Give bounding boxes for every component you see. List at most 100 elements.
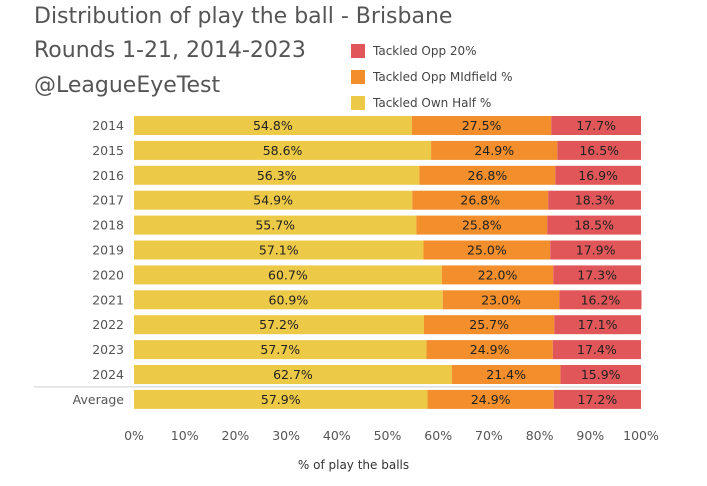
data-label: 60.9% <box>269 292 309 307</box>
bar-segment <box>134 140 432 160</box>
category-label: 2016 <box>92 168 124 183</box>
x-tick-label: 40% <box>323 428 351 443</box>
data-label: 18.5% <box>574 218 614 233</box>
bar-segment <box>134 190 413 210</box>
bar-segment <box>547 215 641 235</box>
bar-segment <box>550 240 641 260</box>
bar-segment <box>419 165 556 185</box>
x-tick-label: 0% <box>124 428 144 443</box>
category-label: 2014 <box>92 118 124 133</box>
data-label: 17.3% <box>577 267 617 282</box>
data-label: 57.2% <box>259 317 299 332</box>
data-label: 22.0% <box>478 267 518 282</box>
bar-segment <box>134 365 452 384</box>
x-tick-label: 90% <box>576 428 604 443</box>
chart-title: Distribution of play the ball - Brisbane <box>34 4 453 29</box>
data-label: 23.0% <box>481 292 521 307</box>
bar-segment <box>431 140 558 160</box>
data-label: 17.7% <box>576 118 616 133</box>
bar-segment <box>427 389 554 409</box>
bar-segment <box>559 290 642 310</box>
legend-item-tackled-opp-20[interactable]: Tackled Opp 20% <box>351 38 513 64</box>
data-label: 24.9% <box>471 392 511 407</box>
data-label: 17.9% <box>576 243 616 258</box>
category-label: 2024 <box>92 367 124 382</box>
data-label: 25.0% <box>467 243 507 258</box>
bar-segment <box>442 290 560 310</box>
data-label: 24.9% <box>474 143 514 158</box>
chart-author: @LeagueEyeTest <box>34 73 221 98</box>
legend-label: Tackled Opp 20% <box>373 44 477 58</box>
x-tick-label: 20% <box>222 428 250 443</box>
data-label: 60.7% <box>268 267 308 282</box>
bar-segment <box>416 215 548 235</box>
category-label: 2017 <box>92 193 124 208</box>
data-label: 17.4% <box>577 342 617 357</box>
data-label: 26.8% <box>460 193 500 208</box>
bar-segment <box>423 240 551 260</box>
data-label: 56.3% <box>257 168 297 183</box>
data-label: 54.9% <box>253 193 293 208</box>
data-label: 54.8% <box>253 118 293 133</box>
bar-segment <box>554 315 641 335</box>
data-label: 17.1% <box>578 317 618 332</box>
bar-segment <box>451 365 561 384</box>
data-label: 17.2% <box>578 392 618 407</box>
legend-label: Tackled Own Half % <box>373 96 492 110</box>
legend-item-tackled-opp-midfield[interactable]: Tackled Opp MIdfield % <box>351 64 513 90</box>
data-label: 57.1% <box>259 243 299 258</box>
bar-segment <box>411 116 552 135</box>
data-label: 25.8% <box>462 218 502 233</box>
x-tick-label: 30% <box>272 428 300 443</box>
bar-segment <box>134 389 428 409</box>
data-label: 15.9% <box>581 367 621 382</box>
bar-segment <box>134 116 412 135</box>
bar-segment <box>548 190 641 210</box>
bar-segment <box>426 340 553 360</box>
bar-segment <box>551 116 641 135</box>
category-label: 2020 <box>92 267 124 282</box>
x-tick-label: 60% <box>424 428 452 443</box>
data-label: 62.7% <box>273 367 313 382</box>
category-label: 2018 <box>92 218 124 233</box>
legend-label: Tackled Opp MIdfield % <box>373 70 513 84</box>
bar-segment <box>560 365 641 384</box>
bar-segment <box>134 340 427 360</box>
category-label: Average <box>73 392 125 407</box>
category-label: 2015 <box>92 143 124 158</box>
bar-segment <box>552 340 641 360</box>
data-label: 26.8% <box>468 168 508 183</box>
category-label: 2021 <box>92 292 124 307</box>
data-label: 16.9% <box>578 168 618 183</box>
bar-segment <box>553 265 641 285</box>
x-tick-label: 50% <box>374 428 402 443</box>
x-tick-label: 80% <box>526 428 554 443</box>
chart-subtitle: Rounds 1-21, 2014-2023 <box>34 38 306 63</box>
category-label: 2022 <box>92 317 124 332</box>
bar-segment <box>134 240 424 260</box>
bar-segment <box>441 265 554 285</box>
bar-segment <box>134 290 443 310</box>
data-label: 18.3% <box>575 193 615 208</box>
bar-segment <box>134 315 425 335</box>
data-label: 58.6% <box>263 143 303 158</box>
data-label: 27.5% <box>462 118 502 133</box>
bar-segment <box>134 165 420 185</box>
bar-segment <box>412 190 549 210</box>
legend-item-tackled-own-half[interactable]: Tackled Own Half % <box>351 90 513 116</box>
data-label: 21.4% <box>486 367 526 382</box>
category-label: 2019 <box>92 243 124 258</box>
data-label: 24.9% <box>470 342 510 357</box>
bar-segment <box>557 140 641 160</box>
legend-swatch <box>351 96 365 110</box>
bar-segment <box>553 389 641 409</box>
data-label: 57.9% <box>261 392 301 407</box>
legend-swatch <box>351 44 365 58</box>
x-axis-title: % of play the balls <box>297 458 410 472</box>
x-tick-label: 70% <box>475 428 503 443</box>
category-label: 2023 <box>92 342 124 357</box>
data-label: 25.7% <box>469 317 509 332</box>
bar-segment <box>424 315 555 335</box>
x-tick-label: 100% <box>623 428 659 443</box>
